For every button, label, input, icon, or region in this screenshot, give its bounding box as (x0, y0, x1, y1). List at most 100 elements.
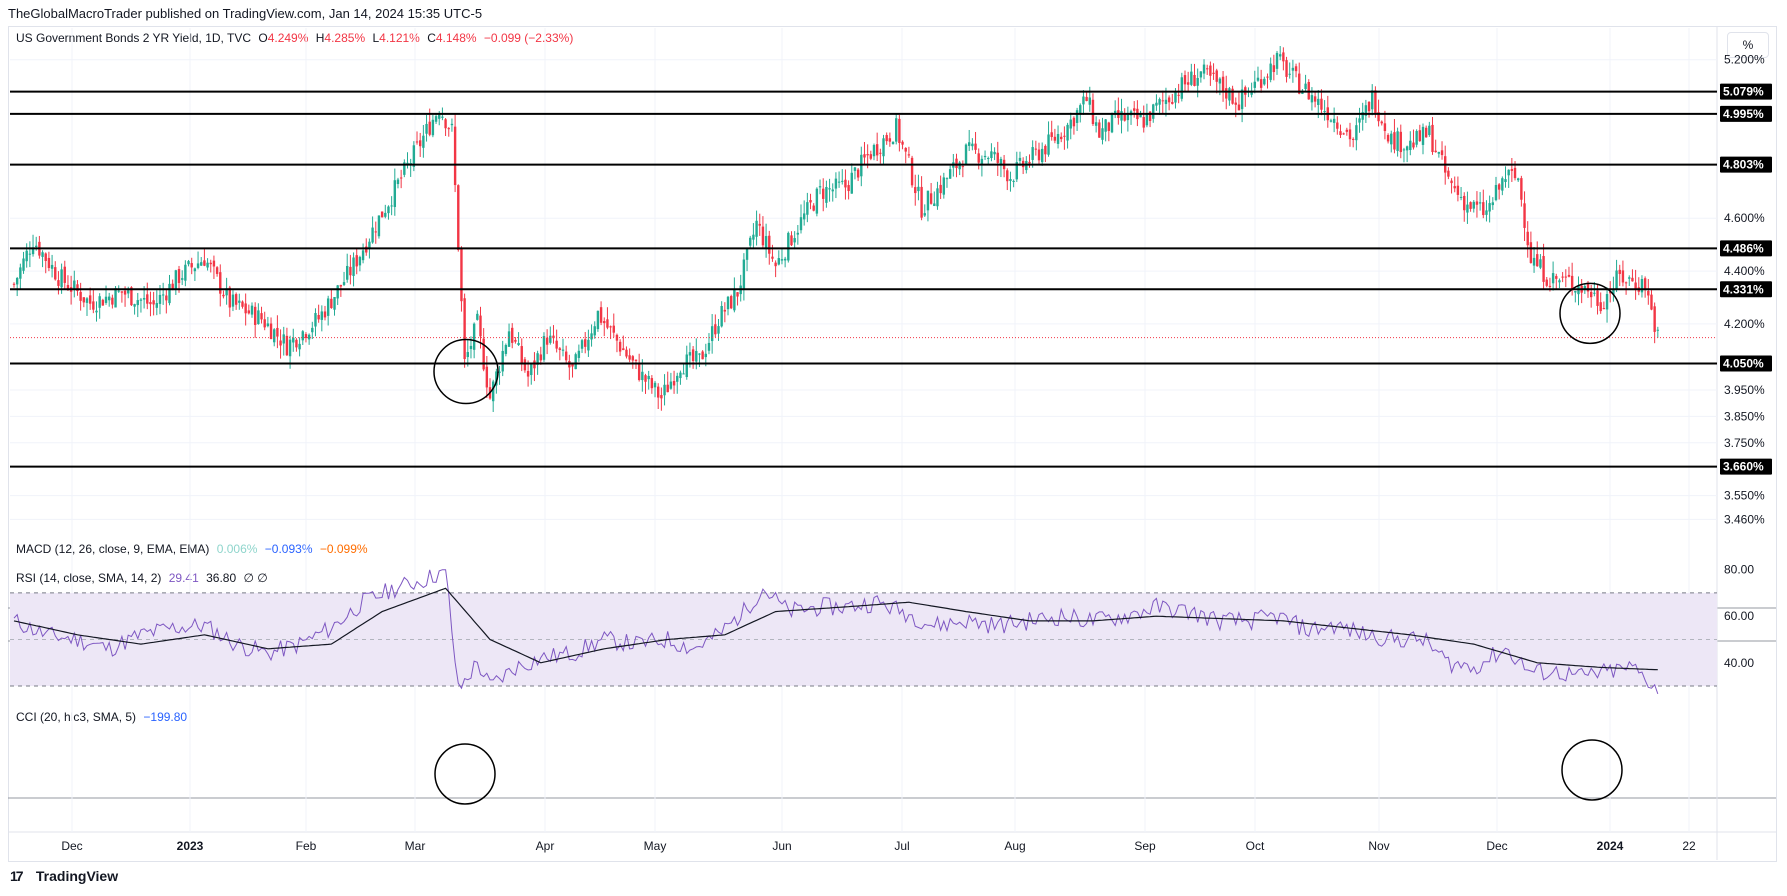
candle-body (263, 319, 266, 328)
candle-body (723, 309, 727, 312)
candle-body (577, 350, 581, 358)
candle-body (463, 298, 466, 360)
candle-body (834, 178, 838, 189)
candle-body (1148, 111, 1152, 121)
candle-body (939, 184, 942, 194)
candle-body (425, 123, 428, 134)
candle-body (1199, 71, 1203, 78)
open-label: O (258, 31, 268, 45)
candle-body (108, 296, 111, 301)
candle-body (1158, 99, 1161, 105)
candle-body (257, 310, 260, 325)
candle-body (1434, 150, 1437, 153)
candle-body (987, 158, 990, 160)
level-label-bg (1720, 240, 1772, 257)
candle-body (850, 172, 853, 194)
candle-body (123, 290, 127, 295)
candle-body (50, 264, 54, 269)
candle-body (136, 300, 139, 306)
candle-body (653, 382, 657, 388)
candle-body (1145, 113, 1149, 126)
candle-body (634, 359, 638, 361)
candle-body (831, 189, 834, 192)
candle-body (403, 162, 406, 175)
cci-title: CCI (20, hlc3, SMA, 5) (16, 710, 137, 724)
candle-body (1599, 302, 1602, 312)
level-label-bg (1720, 281, 1772, 298)
candle-body (393, 180, 397, 208)
open-value: 4.249% (267, 31, 309, 45)
candle-body (1320, 98, 1323, 110)
candle-body (457, 185, 460, 250)
candle-body (1351, 138, 1355, 140)
candle-body (571, 363, 574, 367)
percent-scale-toggle[interactable]: % (1727, 32, 1769, 58)
x-tick-label: 22 (1682, 839, 1696, 853)
macd-title: MACD (12, 26, close, 9, EMA, EMA) (16, 542, 210, 556)
candle-body (158, 294, 162, 304)
candle-body (479, 315, 482, 337)
candle-body (603, 321, 606, 324)
candle-body (1291, 67, 1295, 71)
chart-frame[interactable] (8, 26, 1777, 862)
candle-body (955, 158, 958, 169)
candle-body (95, 310, 98, 313)
candle-body (1491, 202, 1495, 206)
candle-body (460, 248, 463, 302)
candle-body (1072, 117, 1076, 127)
tradingview-footer[interactable]: 17 TradingView (10, 868, 118, 884)
candle-body (1621, 270, 1625, 283)
candle-body (606, 319, 609, 328)
candle-body (98, 296, 101, 308)
candle-body (1459, 196, 1463, 198)
candle-body (1612, 288, 1615, 295)
candle-body (612, 325, 615, 333)
candle-body (1523, 203, 1526, 228)
candle-body (923, 213, 926, 216)
candle-body (269, 323, 273, 340)
candle-body (165, 295, 168, 301)
candle-body (1034, 148, 1038, 150)
candle-body (1469, 202, 1472, 209)
candle-body (19, 267, 22, 279)
candle-body (609, 326, 612, 328)
candle-body (1466, 204, 1469, 213)
candle-body (853, 167, 857, 171)
candle-body (1567, 274, 1571, 277)
candle-body (35, 245, 38, 247)
level-label: 4.803% (1723, 158, 1764, 172)
candle-body (799, 217, 803, 231)
candle-body (558, 348, 562, 350)
candle-body (1396, 131, 1399, 151)
candle-body (1377, 112, 1380, 122)
candle-body (1371, 90, 1374, 110)
candle-body (168, 283, 171, 304)
candle-body (139, 299, 143, 301)
candle-body (1180, 77, 1184, 99)
candle-body (111, 297, 114, 305)
candle-body (333, 297, 336, 310)
candle-body (1529, 242, 1533, 263)
candle-body (1488, 203, 1491, 212)
candle-body (539, 354, 542, 361)
candle-body (1139, 114, 1142, 118)
candle-body (1069, 119, 1072, 129)
candle-body (758, 223, 761, 226)
x-tick-label: Oct (1246, 839, 1265, 853)
candle-body (974, 143, 977, 150)
annotation-circle-rsi-1 (434, 743, 496, 805)
candle-body (660, 395, 663, 399)
candle-body (1228, 88, 1231, 101)
candle-body (476, 313, 479, 320)
candle-body (444, 119, 447, 129)
candle-body (596, 310, 600, 330)
candle-body (231, 294, 235, 307)
published-line: TheGlobalMacroTrader published on Tradin… (8, 6, 482, 21)
candle-body (647, 375, 650, 380)
candle-body (844, 179, 847, 188)
candle-body (298, 343, 301, 350)
candle-body (1348, 129, 1352, 140)
candle-body (837, 181, 841, 183)
candle-body (1412, 142, 1415, 148)
